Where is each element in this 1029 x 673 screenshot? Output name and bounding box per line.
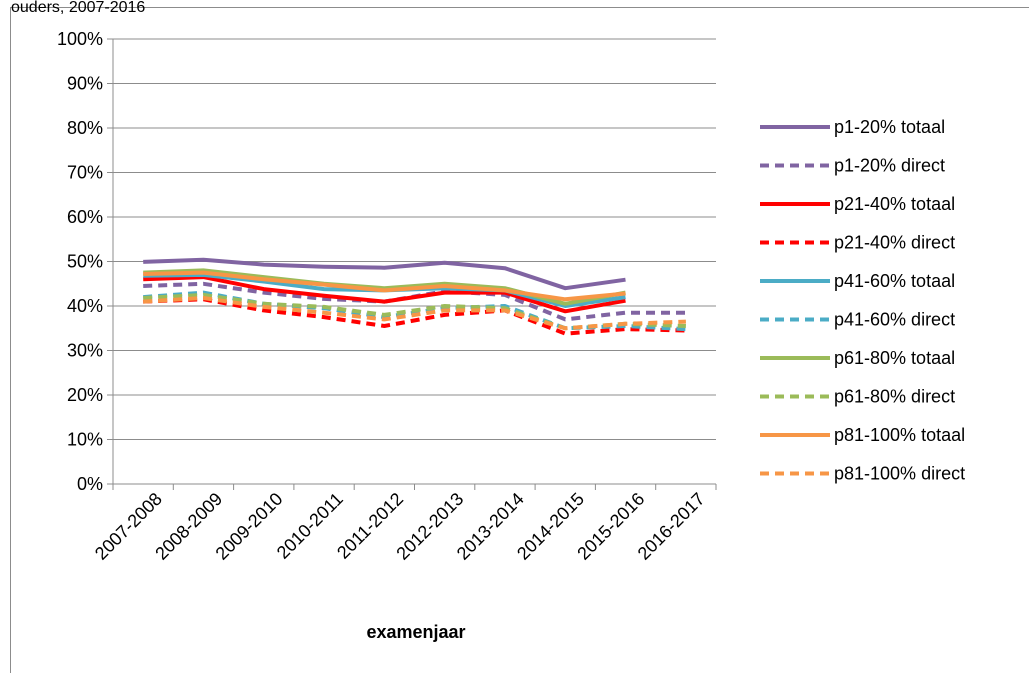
legend-label: p81-100% direct: [834, 464, 965, 484]
y-tick-label: 0%: [77, 474, 103, 494]
series-line: [143, 270, 626, 302]
x-axis: 2007-20082008-20092009-20102010-20112011…: [91, 484, 717, 564]
legend: p1-20% totaal p1-20% direct p21-40% totaal…: [760, 117, 965, 484]
y-tick-label: 100%: [57, 29, 103, 49]
series-line: [143, 297, 686, 336]
y-tick-label: 20%: [67, 385, 103, 405]
chart-frame: ouders, 2007-2016: [10, 0, 1029, 673]
series-line: [143, 296, 686, 331]
legend-label: p61-80% direct: [834, 387, 955, 407]
legend-label: p61-80% totaal: [834, 348, 955, 368]
y-tick-label: 80%: [67, 118, 103, 138]
chart-title: ouders, 2007-2016: [11, 0, 146, 16]
legend-label: p21-40% direct: [834, 233, 955, 253]
legend-label: p21-40% totaal: [834, 194, 955, 214]
y-tick-label: 10%: [67, 430, 103, 450]
legend-label: p41-60% totaal: [834, 271, 955, 291]
x-axis-title: examenjaar: [366, 622, 465, 642]
series-line: [143, 268, 626, 306]
y-tick-label: 70%: [67, 163, 103, 183]
legend-label: p41-60% direct: [834, 310, 955, 330]
series-line: [143, 275, 626, 314]
y-axis: 0% 10% 20% 30% 40% 50% 60% 70% 80% 90% 100%: [57, 29, 114, 494]
y-tick-label: 50%: [67, 252, 103, 272]
series-line: [143, 257, 626, 291]
y-tick-label: 30%: [67, 341, 103, 361]
gridlines: [113, 38, 716, 485]
legend-label: p81-100% totaal: [834, 425, 965, 445]
y-tick-label: 40%: [67, 296, 103, 316]
series-lines: [143, 257, 687, 336]
y-tick-label: 60%: [67, 207, 103, 227]
y-tick-label: 90%: [67, 74, 103, 94]
legend-label: p1-20% direct: [834, 156, 945, 176]
legend-label: p1-20% totaal: [834, 117, 945, 137]
